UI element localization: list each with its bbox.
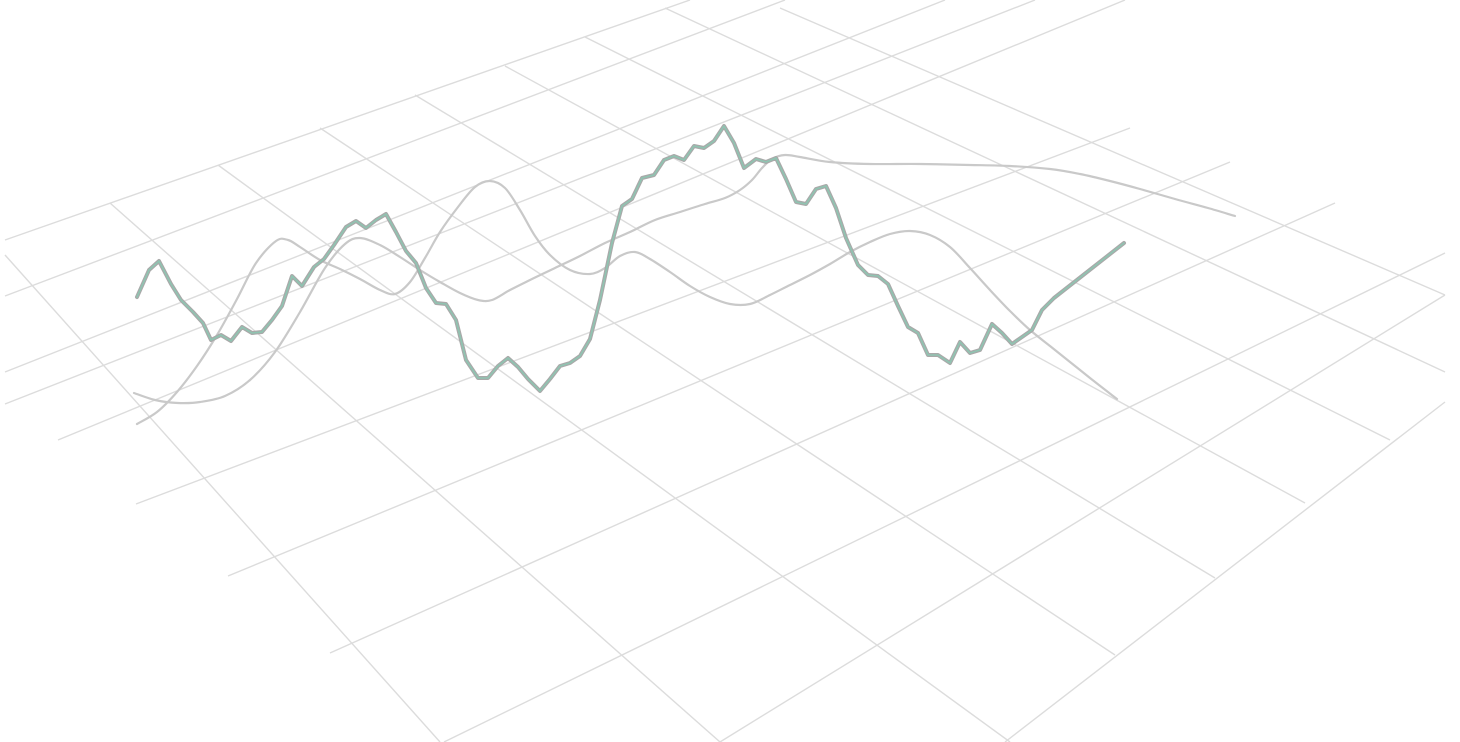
grid-line-depth-3 [4,0,1036,405]
grid-line-width-6 [584,36,1391,441]
grid-line-width-2 [217,164,1011,742]
series-line-0 [136,125,1125,392]
series-line-1 [135,179,1119,426]
grid-line-width-0 [4,254,441,742]
grid-line-depth-8 [443,252,1446,742]
grid-line-width-4 [414,94,1216,579]
grid-line-depth-9 [719,294,1446,742]
grid-line-depth-5 [135,127,1131,505]
grid-line-width-5 [504,65,1306,504]
grid-line-width-1 [109,202,721,742]
series-layer [132,124,1237,426]
grid-line-depth-4 [57,0,1126,441]
grid-line-depth-1 [4,0,786,297]
grid-line-width-7 [664,7,1446,373]
grid-line-depth-7 [329,202,1336,654]
grid-line-depth-0 [4,0,691,241]
grid-line-depth-10 [1004,401,1446,742]
grid-line-width-3 [319,127,1116,656]
series-line-2 [132,153,1237,405]
floor-grid [4,0,1446,742]
grid-line-depth-6 [227,161,1231,577]
grid-line-width-8 [779,7,1446,296]
